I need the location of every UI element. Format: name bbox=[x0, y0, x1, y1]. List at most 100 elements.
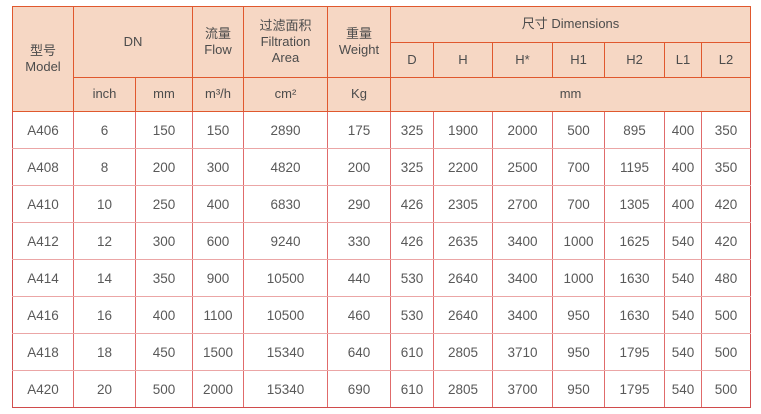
cell-dim-l2: 420 bbox=[700, 222, 752, 260]
cell-dim-h: 2805 bbox=[433, 370, 493, 408]
header-dim-hstar: H* bbox=[492, 42, 553, 78]
header-model-en: Model bbox=[25, 59, 61, 74]
table-row: A406 6 150 150 2890 175 325 1900 2000 500 895 400 35… bbox=[12, 111, 752, 149]
header-weight-en: Weight bbox=[338, 42, 380, 57]
cell-flow: 2000 bbox=[192, 370, 244, 408]
cell-dim-h1: 1000 bbox=[552, 259, 605, 297]
cell-dim-d: 530 bbox=[390, 259, 434, 297]
cell-dim-h2: 895 bbox=[604, 111, 665, 149]
table-row: A410 10 250 400 6830 290 426 2305 2700 700 1305 400… bbox=[12, 185, 752, 223]
cell-dim-h1: 700 bbox=[552, 148, 605, 186]
cell-model: A412 bbox=[12, 222, 74, 260]
cell-model: A418 bbox=[12, 333, 74, 371]
cell-flow: 1500 bbox=[192, 333, 244, 371]
cell-dim-h2: 1625 bbox=[604, 222, 665, 260]
cell-dim-l2: 500 bbox=[700, 370, 752, 408]
unit-mm: mm bbox=[135, 77, 193, 112]
cell-dn-mm: 150 bbox=[135, 111, 193, 149]
header-filtration-area: 过滤面积 Filtration Area bbox=[243, 6, 328, 78]
header-dim-l1: L1 bbox=[664, 42, 702, 78]
cell-flow: 300 bbox=[192, 148, 244, 186]
cell-dim-l1: 400 bbox=[664, 111, 702, 149]
table-row: A416 16 400 1100 10500 460 530 2640 3400 950 1630 5… bbox=[12, 296, 752, 334]
cell-model: A420 bbox=[12, 370, 74, 408]
header-dimensions: 尺寸 Dimensions bbox=[389, 6, 752, 43]
cell-flow: 600 bbox=[192, 222, 244, 260]
cell-dim-d: 426 bbox=[390, 185, 434, 223]
cell-dn-inch: 12 bbox=[73, 222, 136, 260]
cell-weight: 690 bbox=[327, 370, 391, 408]
cell-filtration-area: 6830 bbox=[243, 185, 328, 223]
cell-dim-l1: 400 bbox=[664, 148, 702, 186]
unit-flow: m³/h bbox=[192, 77, 244, 112]
cell-filtration-area: 10500 bbox=[243, 296, 328, 334]
cell-model: A416 bbox=[12, 296, 74, 334]
cell-dn-mm: 500 bbox=[135, 370, 193, 408]
cell-dim-l1: 400 bbox=[664, 185, 702, 223]
cell-dn-inch: 10 bbox=[73, 185, 136, 223]
cell-dim-d: 325 bbox=[390, 148, 434, 186]
cell-model: A408 bbox=[12, 148, 74, 186]
spec-table: 型号 Model DN 流量 Flow 过滤面积 Filtration Area… bbox=[12, 6, 752, 408]
cell-dim-hstar: 2000 bbox=[492, 111, 553, 149]
cell-dim-h: 2635 bbox=[433, 222, 493, 260]
header-dim-h: H bbox=[433, 42, 493, 78]
header-flow: 流量 Flow bbox=[192, 6, 244, 78]
table-row: A412 12 300 600 9240 330 426 2635 3400 1000 1625 54… bbox=[12, 222, 752, 260]
unit-dimensions-mm: mm bbox=[389, 77, 752, 112]
cell-dim-h1: 1000 bbox=[552, 222, 605, 260]
header-dn: DN bbox=[73, 6, 193, 78]
cell-weight: 290 bbox=[327, 185, 391, 223]
cell-dn-inch: 20 bbox=[73, 370, 136, 408]
cell-flow: 900 bbox=[192, 259, 244, 297]
table-row: A414 14 350 900 10500 440 530 2640 3400 1000 1630 5… bbox=[12, 259, 752, 297]
cell-dim-h2: 1795 bbox=[604, 333, 665, 371]
cell-dim-h: 2805 bbox=[433, 333, 493, 371]
cell-dim-h1: 950 bbox=[552, 370, 605, 408]
cell-dn-mm: 250 bbox=[135, 185, 193, 223]
cell-dim-l2: 350 bbox=[700, 148, 752, 186]
cell-dn-mm: 450 bbox=[135, 333, 193, 371]
cell-dim-l2: 420 bbox=[700, 185, 752, 223]
header-model-zh: 型号 bbox=[29, 42, 56, 58]
header-flow-en: Flow bbox=[204, 42, 232, 57]
cell-dim-l2: 350 bbox=[700, 111, 752, 149]
header-filtration-zh: 过滤面积 bbox=[259, 17, 312, 33]
cell-weight: 200 bbox=[327, 148, 391, 186]
cell-dim-h: 2200 bbox=[433, 148, 493, 186]
header-row-3: inch mm m³/h cm² Kg mm bbox=[13, 77, 752, 112]
header-dim-d: D bbox=[390, 42, 434, 78]
cell-filtration-area: 15340 bbox=[243, 333, 328, 371]
unit-inch: inch bbox=[73, 77, 136, 112]
cell-dim-hstar: 3400 bbox=[492, 296, 553, 334]
cell-dim-d: 530 bbox=[390, 296, 434, 334]
cell-dim-h: 2640 bbox=[433, 259, 493, 297]
cell-flow: 150 bbox=[192, 111, 244, 149]
cell-dim-hstar: 3400 bbox=[492, 259, 553, 297]
cell-filtration-area: 2890 bbox=[243, 111, 328, 149]
cell-dn-inch: 14 bbox=[73, 259, 136, 297]
cell-dim-l1: 540 bbox=[664, 333, 702, 371]
cell-model: A414 bbox=[12, 259, 74, 297]
unit-area: cm² bbox=[243, 77, 328, 112]
cell-dim-hstar: 3400 bbox=[492, 222, 553, 260]
table-row: A408 8 200 300 4820 200 325 2200 2500 700 1195 400 3… bbox=[12, 148, 752, 186]
cell-dim-h2: 1195 bbox=[604, 148, 665, 186]
header-dim-h2: H2 bbox=[604, 42, 665, 78]
cell-dim-l1: 540 bbox=[664, 259, 702, 297]
cell-dim-hstar: 3710 bbox=[492, 333, 553, 371]
cell-dim-h1: 700 bbox=[552, 185, 605, 223]
cell-flow: 400 bbox=[192, 185, 244, 223]
cell-dim-h: 2640 bbox=[433, 296, 493, 334]
cell-dim-h2: 1305 bbox=[604, 185, 665, 223]
cell-model: A410 bbox=[12, 185, 74, 223]
cell-dim-hstar: 2700 bbox=[492, 185, 553, 223]
cell-dim-h: 2305 bbox=[433, 185, 493, 223]
cell-dim-l1: 540 bbox=[664, 370, 702, 408]
header-weight: 重量 Weight bbox=[327, 6, 391, 78]
cell-dim-l1: 540 bbox=[664, 296, 702, 334]
cell-dim-d: 325 bbox=[390, 111, 434, 149]
cell-dim-l2: 480 bbox=[700, 259, 752, 297]
header-weight-zh: 重量 bbox=[345, 25, 372, 41]
cell-dim-h: 1900 bbox=[433, 111, 493, 149]
